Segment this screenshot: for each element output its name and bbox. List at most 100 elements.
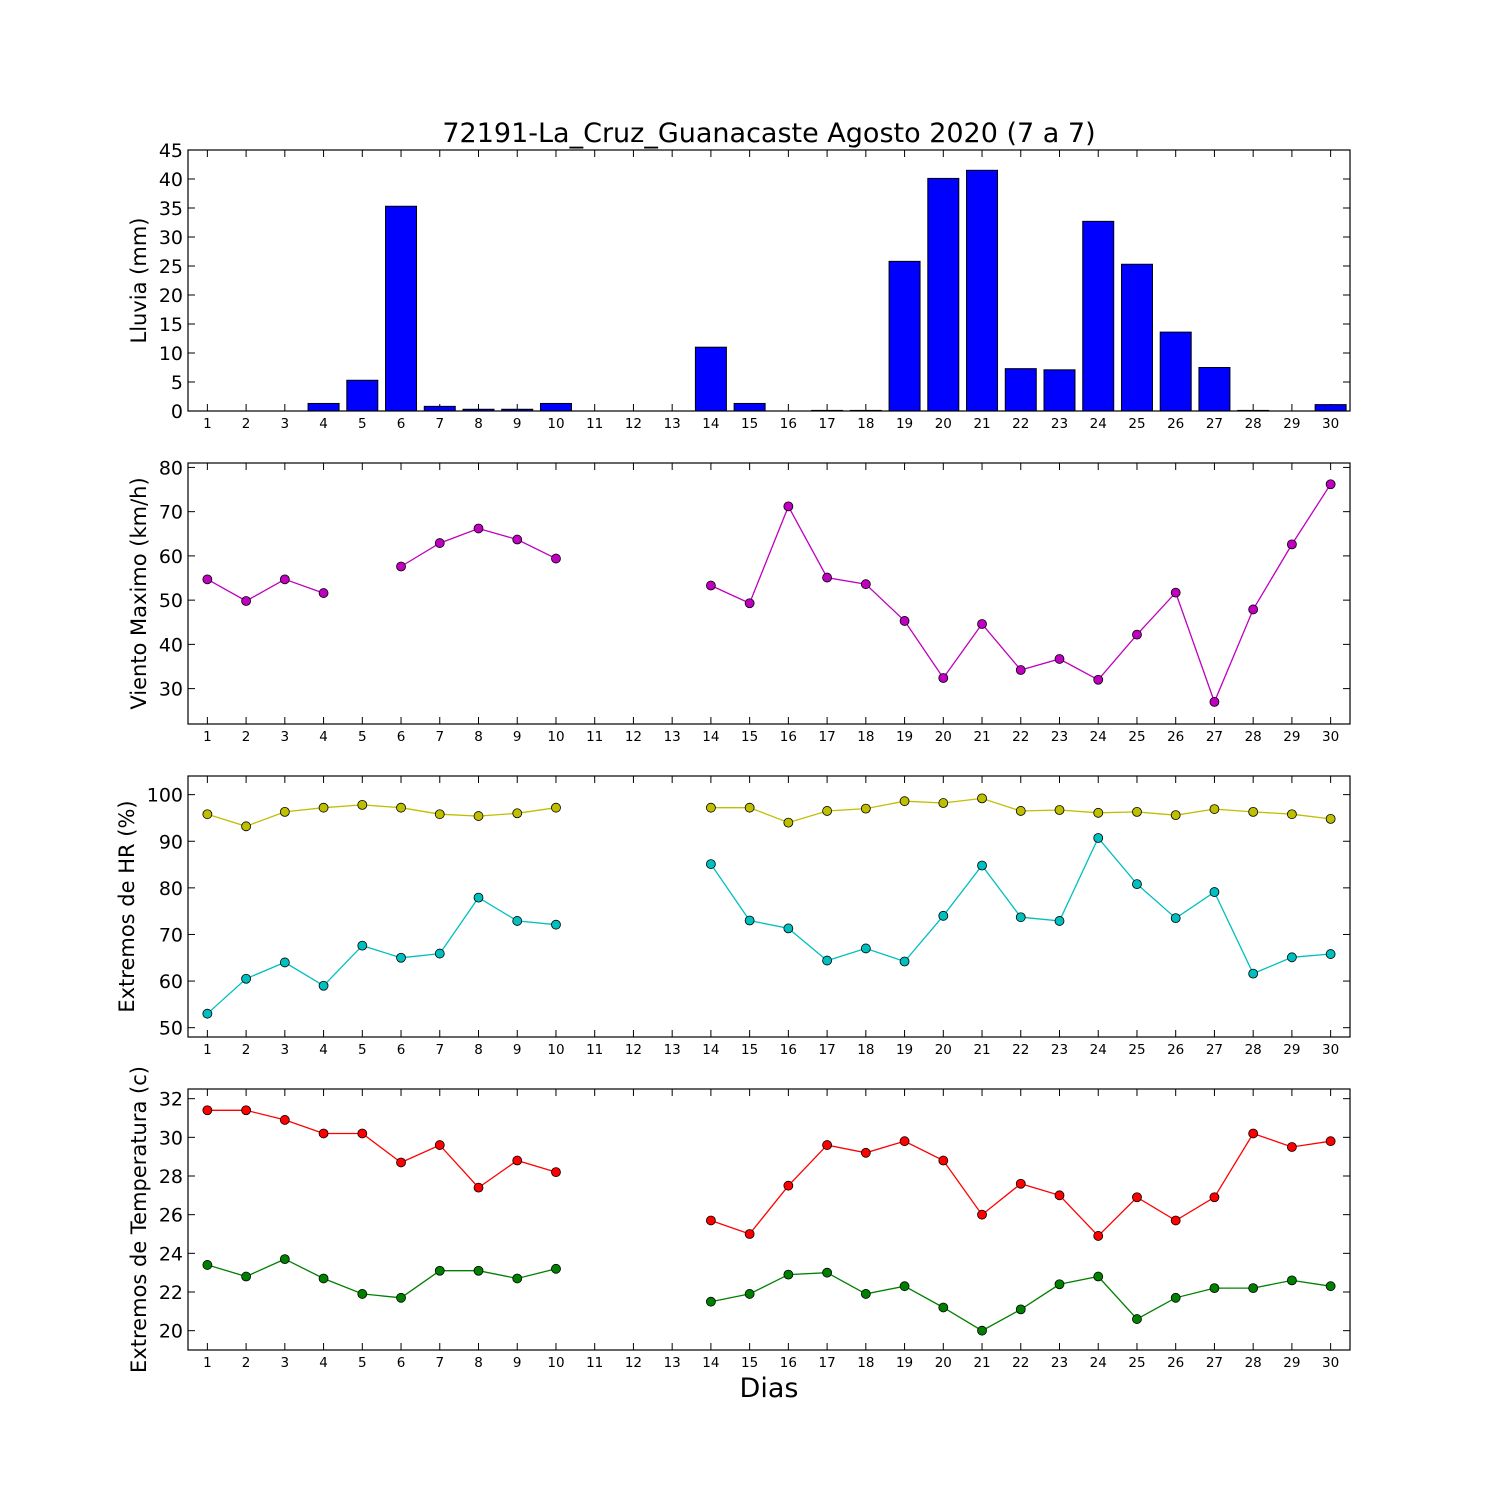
data-point (860, 579, 871, 590)
x-tick-label: 7 (435, 1042, 444, 1058)
data-point (1287, 539, 1297, 550)
data-point (1248, 968, 1259, 979)
data-point (357, 1289, 368, 1299)
x-tick-label: 19 (896, 416, 913, 432)
data-point (279, 957, 290, 968)
data-point (551, 1167, 561, 1178)
x-tick-label: 3 (281, 1042, 290, 1058)
x-tick-label: 29 (1283, 416, 1300, 432)
x-tick-label: 22 (1012, 416, 1029, 432)
x-tick-label: 4 (319, 1355, 328, 1371)
data-point (1054, 916, 1065, 926)
data-point (744, 598, 755, 609)
data-point (938, 798, 949, 808)
bar (307, 402, 340, 412)
data-point (860, 1147, 871, 1158)
data-point (1209, 696, 1220, 707)
data-point (357, 799, 368, 810)
x-tick-label: 3 (281, 729, 290, 745)
data-point (744, 1229, 755, 1239)
data-point (783, 1180, 794, 1191)
data-point (434, 809, 445, 820)
data-point (783, 923, 794, 934)
data-point (899, 796, 910, 807)
data-point (318, 588, 329, 598)
data-point (512, 534, 523, 545)
data-point (783, 501, 794, 512)
data-point (318, 1273, 329, 1284)
x-tick-label: 11 (586, 416, 603, 432)
x-tick-label: 22 (1012, 1355, 1029, 1371)
x-tick-label: 15 (741, 1042, 758, 1058)
x-tick-label: 13 (664, 1042, 681, 1058)
data-point (512, 808, 523, 819)
x-tick-label: 23 (1051, 1042, 1068, 1058)
y-tick-label: 15 (159, 314, 183, 336)
x-tick-label: 6 (397, 729, 406, 745)
data-point (512, 1273, 523, 1284)
data-point (318, 1128, 329, 1139)
y-tick-label: 0 (171, 401, 183, 423)
data-point (512, 916, 523, 926)
data-point (1170, 913, 1181, 924)
y-axis-label: Extremos de Temperatura (c) (127, 1066, 151, 1373)
x-tick-label: 23 (1051, 1355, 1068, 1371)
x-tick-label: 17 (819, 729, 836, 745)
y-tick-label: 24 (159, 1243, 183, 1265)
data-point (1325, 1281, 1336, 1292)
data-point (822, 955, 832, 966)
x-tick-label: 7 (435, 729, 444, 745)
data-point (938, 1155, 949, 1166)
x-tick-label: 11 (586, 1042, 603, 1058)
x-tick-label: 8 (474, 1042, 483, 1058)
data-point (473, 523, 484, 534)
data-point (1248, 806, 1259, 817)
data-point (822, 1267, 832, 1278)
data-point (279, 1115, 290, 1125)
data-point (977, 1325, 987, 1336)
data-point (822, 806, 832, 816)
y-tick-label: 30 (159, 1127, 183, 1149)
x-tick-label: 13 (664, 416, 681, 432)
x-tick-label: 29 (1283, 1042, 1300, 1058)
data-point (1015, 1178, 1026, 1189)
x-tick-label: 22 (1012, 1042, 1029, 1058)
data-point (1209, 1192, 1220, 1203)
y-tick-label: 70 (159, 924, 183, 946)
data-point (318, 802, 329, 813)
y-tick-label: 20 (159, 285, 183, 307)
data-point (1015, 912, 1026, 923)
data-point (783, 1269, 794, 1280)
data-point (744, 915, 755, 926)
data-point (1287, 1142, 1297, 1152)
data-point (396, 1292, 406, 1303)
x-tick-label: 4 (319, 729, 328, 745)
data-point (512, 1155, 523, 1166)
data-point (1015, 1304, 1026, 1315)
x-tick-label: 5 (358, 1042, 367, 1058)
x-tick-label: 20 (935, 416, 952, 432)
y-tick-label: 30 (159, 227, 183, 249)
data-point (434, 1140, 445, 1150)
data-point (1015, 665, 1026, 675)
x-tick-label: 14 (702, 416, 719, 432)
data-point (938, 1302, 949, 1313)
x-tick-label: 11 (586, 1355, 603, 1371)
data-point (783, 817, 794, 828)
series-line-2 (206, 896, 557, 1015)
data-point (1093, 833, 1104, 843)
y-tick-label: 28 (159, 1166, 183, 1188)
x-tick-label: 2 (242, 1355, 251, 1371)
data-point (202, 574, 213, 585)
data-point (473, 892, 484, 903)
y-tick-label: 30 (159, 679, 183, 701)
x-tick-label: 27 (1206, 1355, 1223, 1371)
x-tick-label: 23 (1051, 729, 1068, 745)
data-point (357, 1128, 368, 1139)
data-point (1132, 1192, 1142, 1203)
x-tick-label: 6 (397, 1355, 406, 1371)
data-point (1093, 674, 1104, 685)
